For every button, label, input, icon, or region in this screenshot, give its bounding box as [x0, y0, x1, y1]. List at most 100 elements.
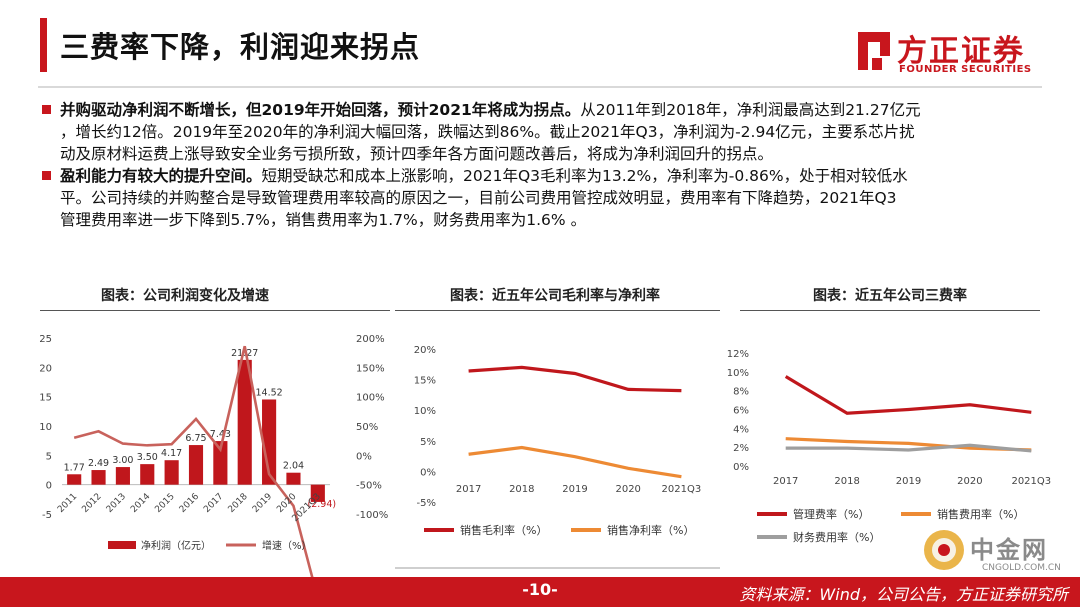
y2-tick-label: -50% [356, 481, 382, 492]
title-accent-bar [40, 18, 47, 72]
series-line [468, 365, 682, 393]
y-tick-label: 15 [39, 393, 52, 404]
x-tick-label: 2012 [80, 492, 103, 515]
bullet-icon [42, 171, 51, 180]
y2-tick-label: 100% [356, 393, 385, 404]
paragraph-text: 平。公司持续的并购整合是导致管理费用率较高的原因之一，目前公司费用管控成效明显，… [60, 189, 897, 207]
header-divider [38, 86, 1042, 88]
y-tick-label: 2% [733, 443, 749, 454]
data-label: 14.52 [255, 387, 282, 398]
chart-title-profit: 图表：公司利润变化及增速 [101, 288, 269, 304]
paragraph-text: 动及原材料运费上涨导致安全业务亏损所致，预计四季年各方面问题改善后，将成为净利润… [60, 145, 774, 163]
y-tick-label: 25 [39, 334, 52, 345]
bar [262, 399, 277, 485]
data-label: 3.50 [137, 452, 158, 463]
x-tick-label: 2013 [105, 492, 128, 515]
legend-label: 财务费用率（%） [793, 530, 880, 544]
series-line [785, 443, 1032, 453]
x-tick-label: 2011 [56, 492, 79, 515]
x-tick-label: 2016 [178, 492, 201, 515]
legend-label: 增速（%） [262, 539, 312, 552]
bar [115, 467, 130, 485]
x-tick-label: 2017 [202, 492, 225, 515]
y2-tick-label: 150% [356, 363, 385, 374]
watermark-subtext: CNGOLD.COM.CN [982, 563, 1061, 573]
chart-title-rule [740, 310, 1040, 311]
y-tick-label: 5% [420, 437, 436, 448]
y-tick-label: -5 [42, 510, 52, 521]
y-tick-label: 20% [414, 345, 436, 356]
y-tick-label: 10% [727, 368, 749, 379]
bullet-icon [42, 105, 51, 114]
chart-margin: -5% 0% 5% 10% 15% 20% 2017 2018 2019 2020 2021Q3 销售… [414, 345, 701, 537]
y2-tick-label: -100% [356, 510, 388, 521]
paragraph-text: 从2011年到2018年，净利润最高达到21.27亿元 [580, 101, 921, 119]
y-tick-label: 4% [733, 424, 749, 435]
founder-logo-icon [858, 32, 890, 70]
x-tick-label: 2018 [227, 492, 250, 515]
x-tick-label: 2019 [251, 492, 274, 515]
y-tick-label: 5 [46, 451, 52, 462]
brand-name-en: FOUNDER SECURITIES [899, 64, 1032, 75]
data-label: (2.94) [308, 499, 337, 510]
y2-tick-label: 0% [356, 451, 372, 462]
legend-label: 管理费率（%） [793, 507, 869, 521]
data-label: 2.04 [283, 461, 304, 472]
y-tick-label: 20 [39, 363, 52, 374]
x-tick-label: 2018 [509, 484, 534, 495]
x-tick-label: 2018 [834, 476, 859, 487]
chart-title-rule [395, 310, 720, 311]
bar [286, 472, 301, 485]
y2-tick-label: 50% [356, 422, 378, 433]
source-note: 资料来源：Wind，公司公告，方正证券研究所 [739, 585, 1068, 604]
chart-profit: -5 0 5 10 15 20 25 -100% -50% 0% 50% 100% 150% 200% 1.… [39, 334, 388, 599]
paragraph-text: 管理费用率进一步下降到5.7%，销售费用率为1.7%，财务费用率为1.6% 。 [60, 211, 587, 229]
x-tick-label: 2017 [773, 476, 798, 487]
page-number: -10- [522, 580, 558, 599]
y2-tick-label: 200% [356, 334, 385, 345]
paragraph-lead: 并购驱动净利润不断增长，但2019年开始回落，预计2021年将成为拐点。 [60, 101, 581, 119]
paragraph-profit-trend: 并购驱动净利润不断增长，但2019年开始回落，预计2021年将成为拐点。从201… [42, 99, 1042, 165]
chart-title-margin: 图表：近五年公司毛利率与净利率 [450, 288, 660, 304]
x-tick-label: 2019 [896, 476, 921, 487]
data-label: 4.17 [161, 448, 182, 459]
data-label: 2.49 [88, 458, 109, 469]
bar [140, 464, 155, 485]
series-line [73, 345, 320, 599]
data-label: 3.00 [112, 455, 133, 466]
y-tick-label: 12% [727, 349, 749, 360]
bar [91, 470, 106, 485]
bar [188, 445, 204, 485]
legend-label: 销售净利率（%） [607, 523, 694, 537]
page-title: 三费率下降，利润迎来拐点 [60, 30, 421, 64]
y-tick-label: -5% [417, 498, 436, 509]
chart-bottom-rule [395, 567, 720, 569]
y-tick-label: 6% [733, 406, 749, 417]
paragraph-text: ，增长约12倍。2019年至2020年的净利润大幅回落，跌幅达到86%。截止20… [60, 123, 915, 141]
bar [310, 484, 325, 502]
x-tick-label: 2021Q3 [1011, 476, 1051, 487]
series-line [784, 375, 1032, 415]
chart-expense: 0% 2% 4% 6% 8% 10% 12% 2017 2018 2019 2020 2021Q3 管理… [727, 349, 1051, 544]
legend-swatch [108, 541, 136, 549]
bar [213, 441, 228, 485]
bar [67, 474, 82, 485]
paragraph-profitability: 盈利能力有较大的提升空间。短期受缺芯和成本上涨影响，2021年Q3毛利率为13.… [42, 165, 1042, 231]
x-tick-label: 2019 [562, 484, 587, 495]
x-tick-label: 2020 [957, 476, 982, 487]
brand-name: 方正证券 [897, 34, 1025, 69]
paragraph-text: 短期受缺芯和成本上涨影响，2021年Q3毛利率为13.2%，净利率为-0.86%… [261, 167, 908, 185]
legend-label: 销售毛利率（%） [460, 523, 547, 537]
y-tick-label: 10 [39, 422, 52, 433]
y-tick-label: 0% [733, 462, 749, 473]
y-tick-label: 10% [414, 406, 436, 417]
series-line [468, 445, 682, 479]
x-tick-label: 2015 [153, 492, 176, 515]
bar [164, 460, 179, 485]
bar [237, 359, 252, 485]
paragraph-lead: 盈利能力有较大的提升空间。 [60, 167, 262, 185]
chart-title-rule [40, 310, 390, 311]
cngold-logo-icon [924, 530, 964, 570]
x-tick-label: 2020 [615, 484, 640, 495]
